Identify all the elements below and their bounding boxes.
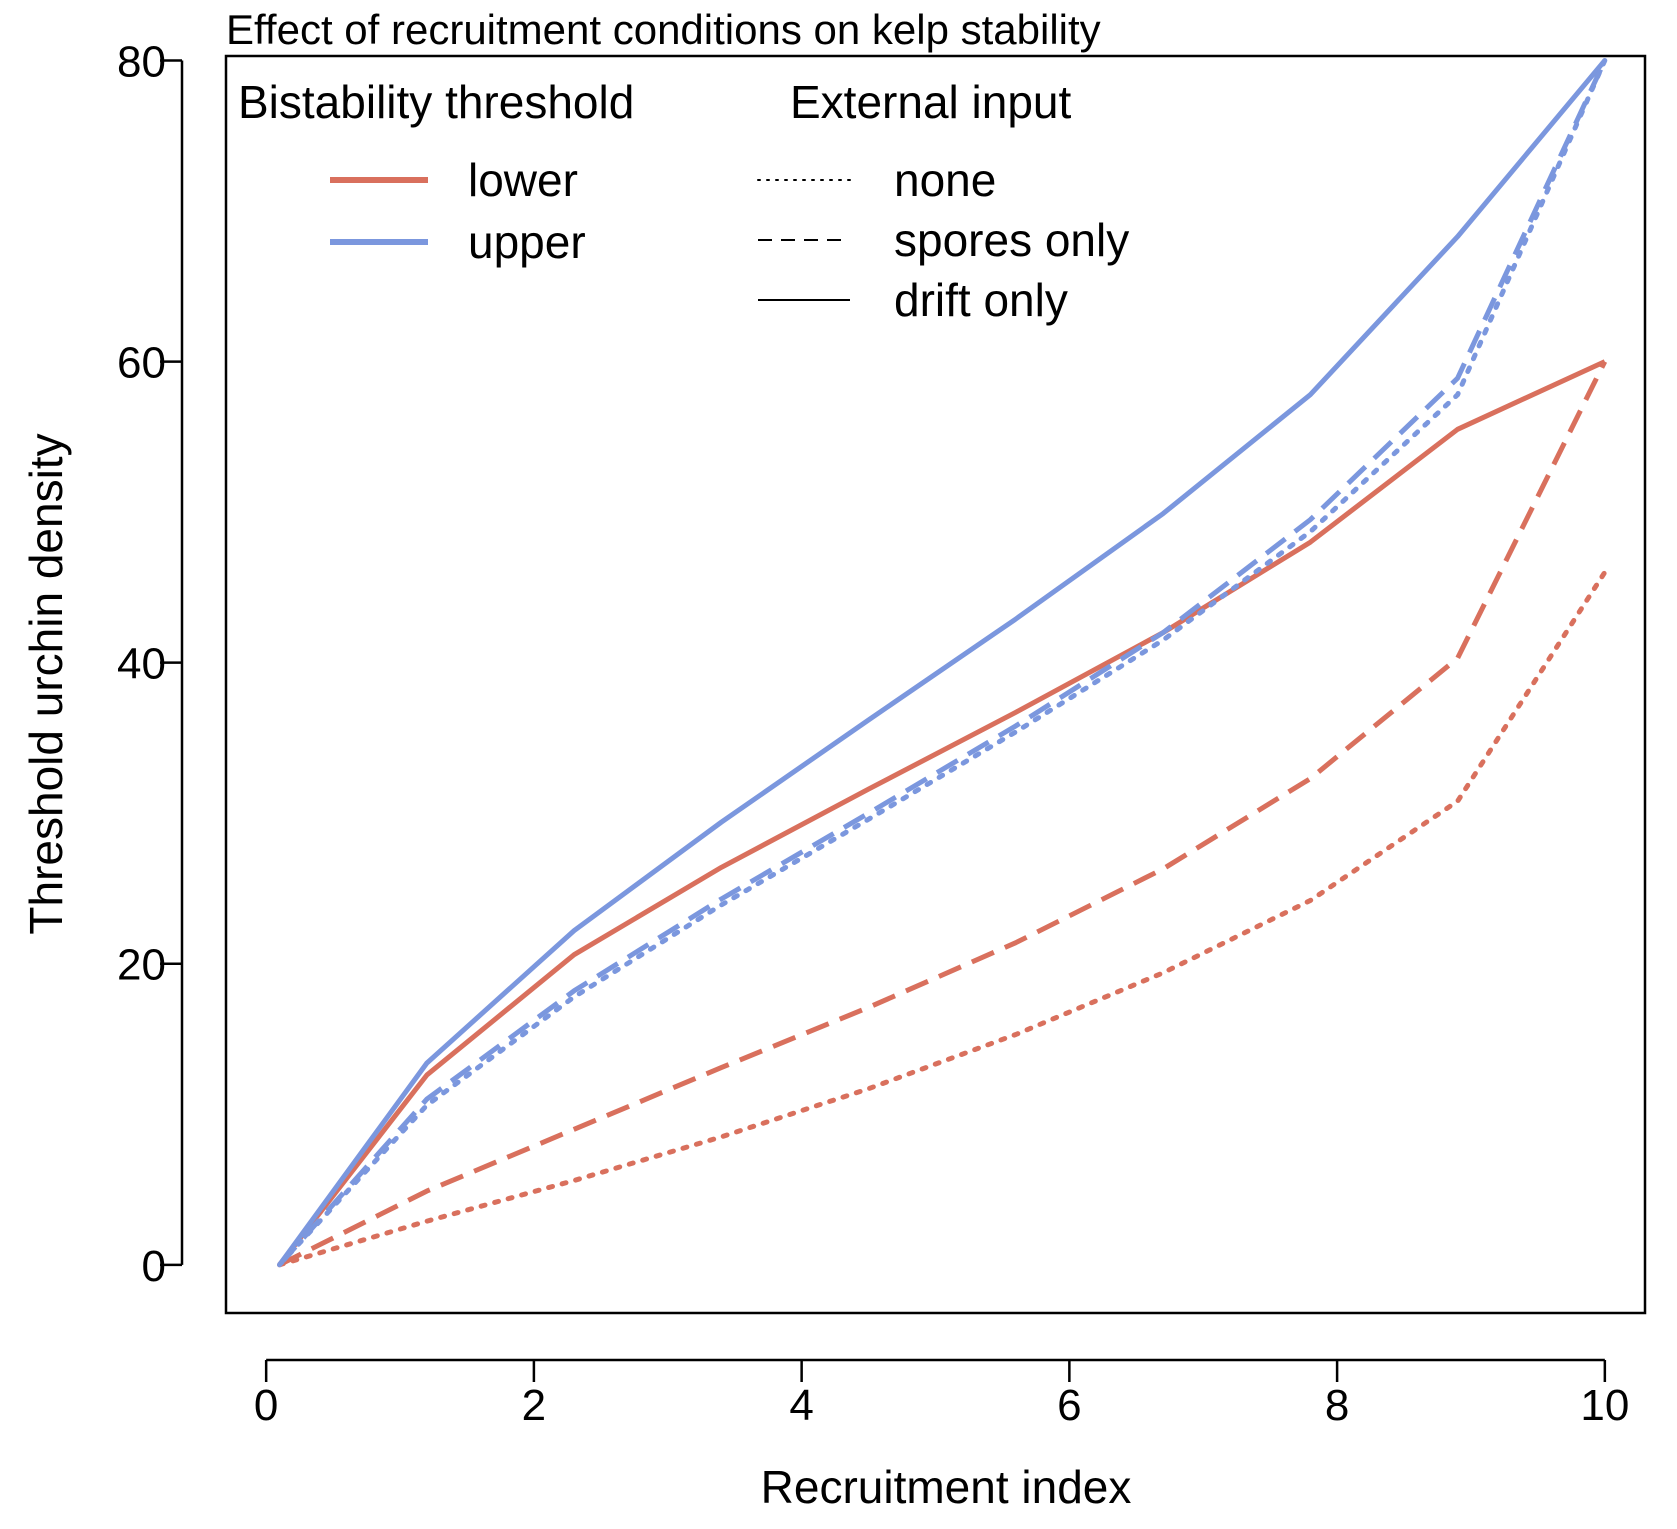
- legend-label-drift-only: drift only: [894, 274, 1068, 326]
- series-line-lower-spores-only: [278, 360, 1608, 1268]
- series-line-lower-drift-only: [277, 359, 1606, 1267]
- legend-label-lower: lower: [468, 154, 578, 206]
- series-line-lower-none: [277, 569, 1608, 1268]
- legend-label-spores-only: spores only: [894, 214, 1129, 266]
- legend-external-input: External input none spores only drift only: [757, 76, 1129, 326]
- x-tick-label: 10: [1580, 1381, 1629, 1430]
- y-axis-title: Threshold urchin density: [20, 433, 72, 934]
- y-tick-label: 80: [117, 38, 166, 87]
- series-line-upper-drift-only: [277, 58, 1607, 1267]
- x-axis: 0 2 4 6 8 10: [254, 1358, 1629, 1430]
- x-tick-label: 8: [1325, 1381, 1349, 1430]
- y-tick-label: 0: [142, 1242, 166, 1291]
- legend-color-title: Bistability threshold: [238, 76, 634, 128]
- x-tick-label: 6: [1057, 1381, 1081, 1430]
- x-axis-title: Recruitment index: [761, 1461, 1132, 1513]
- legend-label-upper: upper: [468, 216, 586, 268]
- y-tick-label: 40: [117, 640, 166, 689]
- x-tick-label: 4: [789, 1381, 813, 1430]
- x-tick-label: 2: [522, 1381, 546, 1430]
- x-tick-label: 0: [254, 1381, 278, 1430]
- series-lines: [277, 58, 1608, 1268]
- chart-title: Effect of recruitment conditions on kelp…: [226, 6, 1101, 53]
- series-line-upper-none: [277, 58, 1608, 1268]
- y-tick-label: 20: [117, 941, 166, 990]
- plot-frame: [224, 54, 1647, 1315]
- legend-bistability-threshold: Bistability threshold lower upper: [238, 76, 634, 268]
- legend-linetype-title: External input: [790, 76, 1071, 128]
- y-tick-label: 60: [117, 339, 166, 388]
- legend-label-none: none: [894, 154, 996, 206]
- series-line-upper-spores-only: [277, 59, 1608, 1267]
- y-axis: 0 20 40 60 80: [117, 38, 184, 1291]
